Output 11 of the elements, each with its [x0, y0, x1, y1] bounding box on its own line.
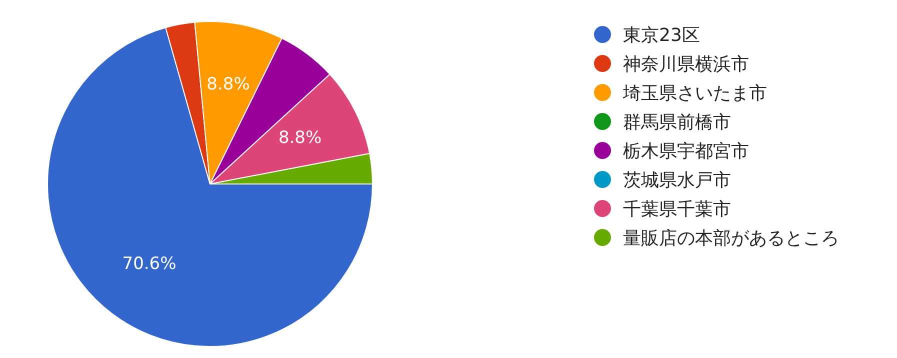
legend-label: 埼玉県さいたま市	[622, 82, 768, 106]
legend-label: 東京23区	[622, 24, 701, 48]
legend-label: 群馬県前橋市	[622, 110, 732, 134]
data-label: 70.6%	[122, 254, 176, 274]
data-label: 8.8%	[206, 74, 250, 94]
legend-label: 量販店の本部があるところ	[622, 226, 839, 250]
data-label: 8.8%	[278, 128, 322, 148]
legend-label: 栃木県宇都宮市	[622, 140, 750, 164]
legend-label: 茨城県水戸市	[622, 168, 732, 192]
legend-label: 神奈川県横浜市	[622, 52, 750, 76]
legend-label: 千葉県千葉市	[622, 198, 732, 222]
